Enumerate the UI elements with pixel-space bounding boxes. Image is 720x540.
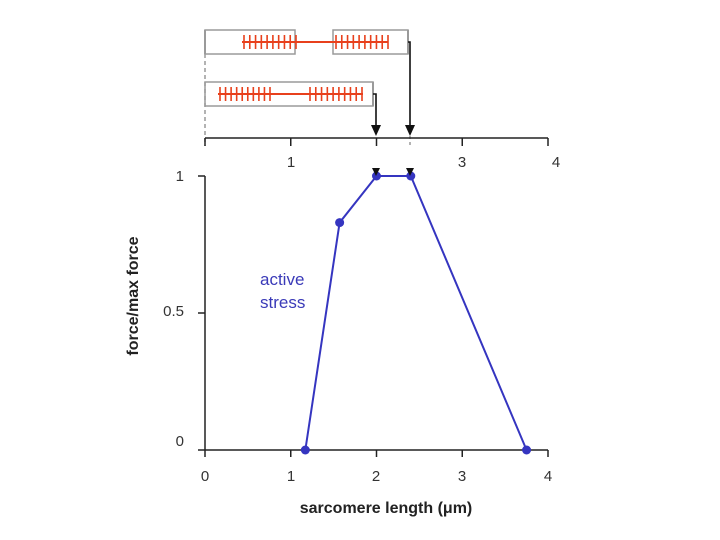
y-tick-label-0: 0: [176, 433, 184, 450]
data-point-4: [522, 445, 532, 455]
connector-arrow-2-4: [408, 41, 411, 128]
crossbridges-short-left: [219, 87, 271, 101]
marker-triangle-2-0: [372, 168, 380, 176]
top-tick-label-1: 1: [287, 154, 295, 171]
crossbridges-short-right: [309, 87, 363, 101]
arrowhead-2-4: [405, 125, 415, 136]
sarcomere-long: [204, 29, 409, 55]
y-tick-label-1: 1: [176, 168, 184, 185]
top-tick-label-3: 3: [458, 154, 466, 171]
connector-arrow-2-0: [373, 93, 377, 128]
x-tick-label-4: 4: [544, 468, 552, 485]
y-axis-ticks: [198, 175, 205, 451]
x-axis-title: sarcomere length (μm): [300, 500, 473, 517]
x-tick-label-3: 3: [458, 468, 466, 485]
y-axis-title: force/max force: [125, 236, 142, 355]
x-axis-ticks: [204, 450, 549, 457]
top-tick-label-4: 4: [552, 154, 560, 171]
x-tick-label-1: 1: [287, 468, 295, 485]
x-tick-label-2: 2: [372, 468, 380, 485]
data-point-3: [406, 171, 416, 181]
crossbridges-long-left: [243, 35, 297, 49]
crossbridges-long-right: [335, 35, 389, 49]
plot-area: active stress: [260, 168, 532, 455]
y-tick-label-0-5: 0.5: [163, 303, 184, 320]
series-line-active-stress: [304, 175, 528, 451]
data-point-0: [300, 445, 310, 455]
arrowhead-2-0: [371, 125, 381, 136]
annotation-stress: stress: [260, 293, 305, 312]
top-axis-ticks: [204, 138, 549, 146]
series-points: [300, 171, 532, 455]
annotation-active: active: [260, 270, 304, 289]
axes: 0 1 2 3 4 0 0.5 1 sarcomere length (μm) …: [125, 168, 552, 517]
marker-triangle-2-4: [406, 168, 414, 176]
x-tick-label-0: 0: [201, 468, 209, 485]
top-axis: 1 3 4: [204, 137, 560, 171]
sarcomere-short: [204, 81, 374, 107]
data-point-2: [372, 171, 381, 181]
sarcomere-schematic: [204, 29, 415, 148]
data-point-1: [335, 218, 345, 228]
